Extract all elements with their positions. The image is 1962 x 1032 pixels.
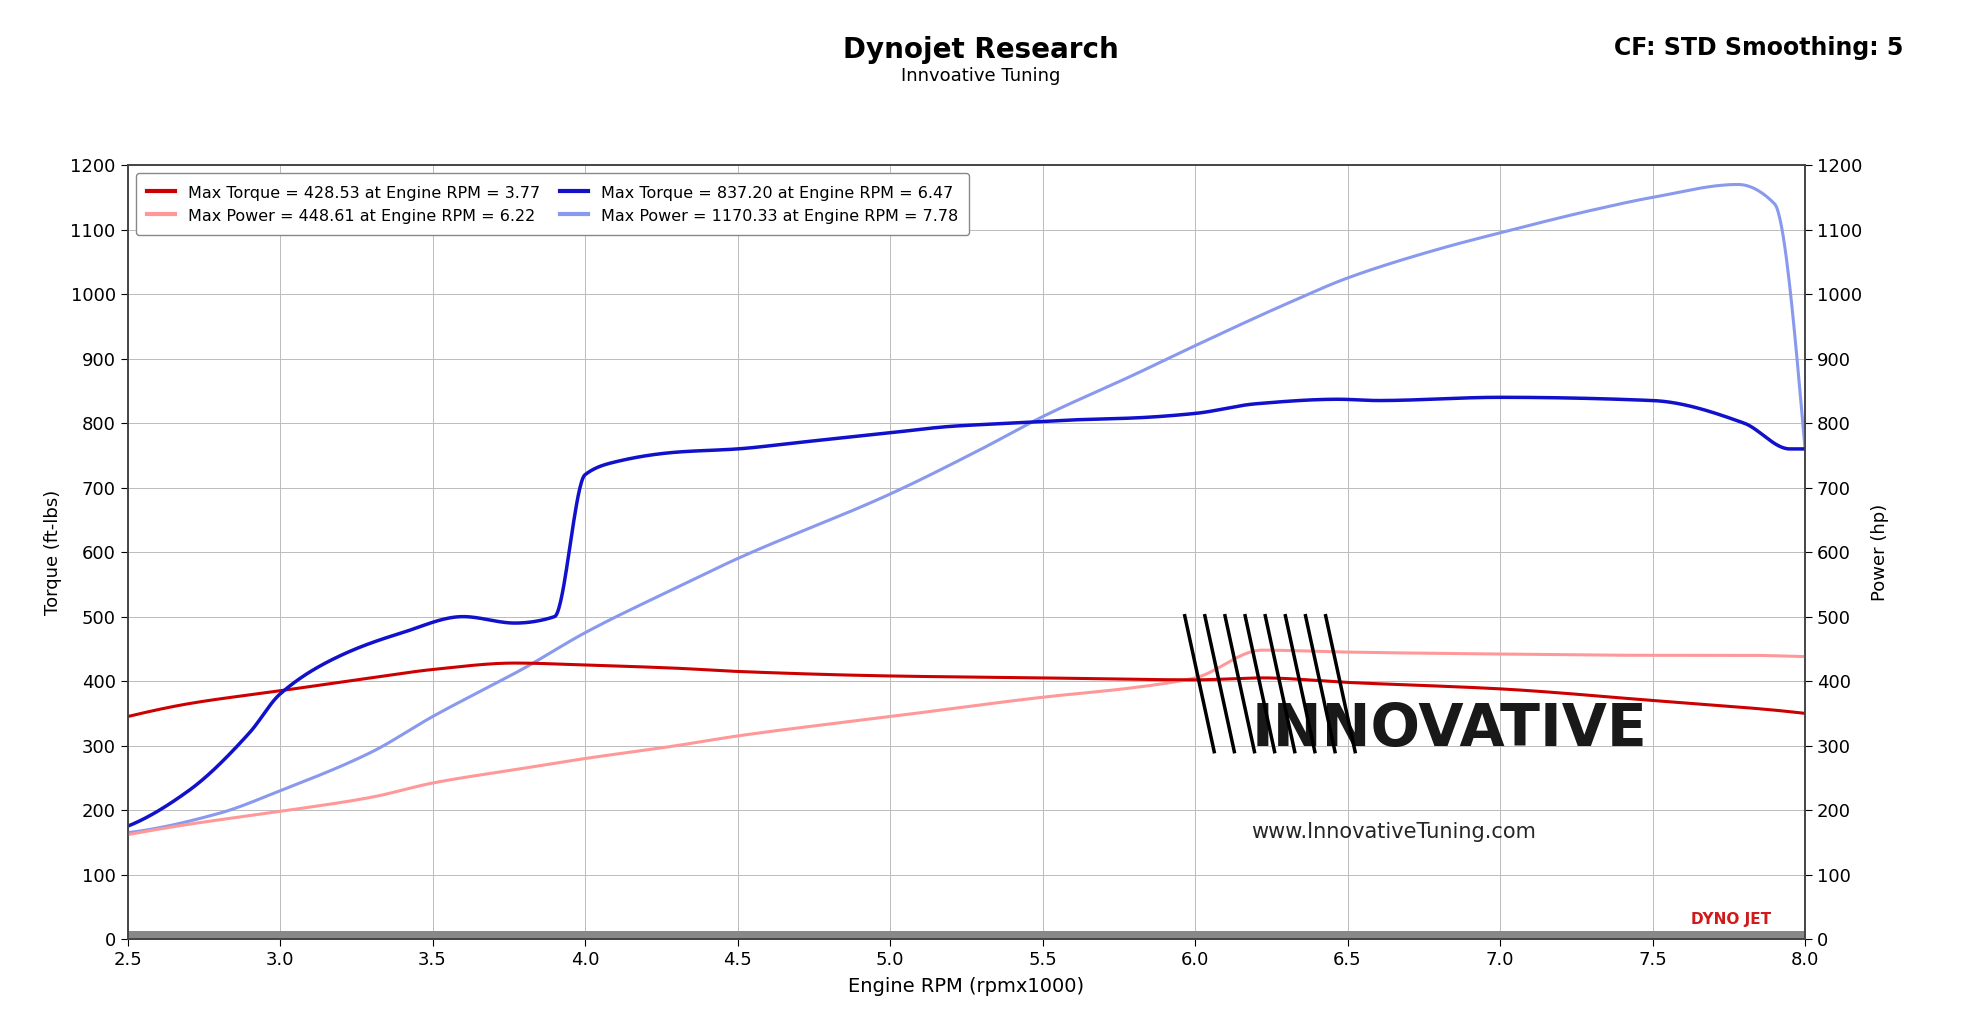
Text: www.InnovativeTuning.com: www.InnovativeTuning.com — [1252, 823, 1536, 842]
X-axis label: Engine RPM (rpmx1000): Engine RPM (rpmx1000) — [848, 977, 1085, 996]
Y-axis label: Power (hp): Power (hp) — [1870, 504, 1889, 601]
Legend: Max Torque = 428.53 at Engine RPM = 3.77, Max Power = 448.61 at Engine RPM = 6.2: Max Torque = 428.53 at Engine RPM = 3.77… — [135, 173, 969, 235]
Text: CF: STD Smoothing: 5: CF: STD Smoothing: 5 — [1615, 36, 1903, 60]
Y-axis label: Torque (ft-lbs): Torque (ft-lbs) — [43, 489, 63, 615]
Text: Innvoative Tuning: Innvoative Tuning — [901, 67, 1061, 85]
Text: Dynojet Research: Dynojet Research — [844, 36, 1118, 64]
Bar — [128, 931, 1805, 939]
Text: DYNO JET: DYNO JET — [1691, 911, 1772, 927]
Text: INNOVATIVE: INNOVATIVE — [1252, 701, 1648, 757]
